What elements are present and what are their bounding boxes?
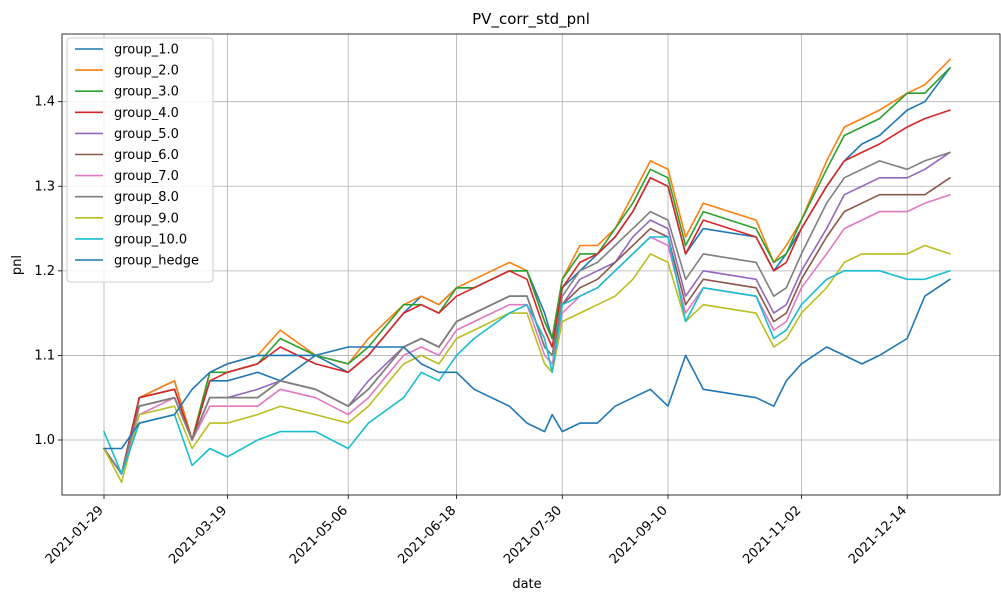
legend-label: group_6.0	[114, 148, 179, 163]
y-tick-label: 1.2	[34, 264, 55, 279]
series-line-group_hedge	[103, 278, 951, 450]
legend-label: group_8.0	[114, 190, 179, 205]
x-tick-label: 2021-12-14	[846, 503, 910, 567]
series-line-group_2.0	[103, 58, 951, 475]
x-tick-label: 2021-03-19	[166, 503, 230, 567]
y-tick-label: 1.0	[34, 433, 55, 448]
y-tick-label: 1.3	[34, 179, 55, 194]
x-tick-label: 2021-06-18	[395, 503, 459, 567]
legend-label: group_5.0	[114, 127, 179, 142]
series-lines	[103, 58, 951, 484]
legend-label: group_hedge	[114, 254, 199, 269]
x-axis-label: date	[512, 577, 541, 592]
legend-label: group_4.0	[114, 106, 179, 121]
x-tick-label: 2021-11-02	[740, 503, 804, 567]
plot-frame	[61, 33, 1001, 496]
series-line-group_6.0	[103, 177, 951, 475]
y-tick-label: 1.4	[34, 95, 55, 110]
x-tick-label: 2021-01-29	[43, 503, 107, 567]
x-tick-label: 2021-07-30	[501, 503, 565, 567]
series-line-group_10.0	[103, 236, 951, 475]
x-tick-label: 2021-09-10	[607, 503, 671, 567]
series-line-group_4.0	[103, 109, 951, 475]
legend: group_1.0 group_2.0 group_3.0 group_4.0grou…	[66, 37, 214, 283]
series-line-group_8.0	[103, 151, 951, 475]
legend-label: group_3.0	[114, 85, 179, 100]
legend-box	[66, 37, 214, 283]
legend-label: group_9.0	[114, 211, 179, 226]
series-line-group_7.0	[103, 193, 951, 475]
x-tick-label: 2021-05-06	[287, 503, 351, 567]
legend-label: group_7.0	[114, 169, 179, 184]
y-tick-label: 1.1	[34, 348, 55, 363]
chart-title: PV_corr_std_pnl	[472, 10, 590, 29]
legend-label: group_10.0	[114, 232, 187, 247]
legend-label: group_1.0	[114, 43, 179, 58]
y-axis: 1.0 1.1 1.2 1.3 1.4	[34, 95, 62, 448]
y-axis-label: pnl	[10, 255, 25, 275]
x-axis: 2021-01-29 2021-03-19 2021-05-06 2021-06-18…	[43, 495, 910, 567]
legend-label: group_2.0	[114, 64, 179, 79]
